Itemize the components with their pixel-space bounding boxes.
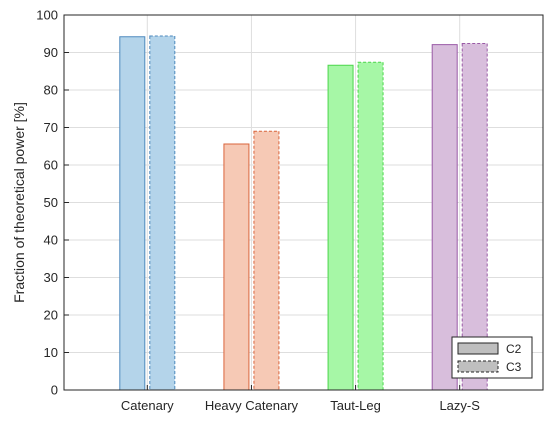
y-tick-label: 40: [44, 233, 58, 248]
y-axis-ticks: 0 10 20 30 40 50 60 70 80 90 100: [36, 8, 69, 398]
y-tick-label: 10: [44, 345, 58, 360]
bar-c2: [223, 143, 250, 391]
y-tick-label: 50: [44, 195, 58, 210]
legend-swatch-c2: [457, 342, 499, 355]
bar-c2: [431, 44, 458, 391]
y-tick-label: 20: [44, 308, 58, 323]
y-tick-label: 60: [44, 158, 58, 173]
bar-c2: [119, 36, 146, 391]
legend-label-c3: C3: [506, 360, 522, 374]
bar-c2: [327, 64, 354, 391]
y-tick-label: 90: [44, 45, 58, 60]
bar-c3: [149, 35, 176, 391]
bar-c3: [253, 130, 280, 391]
y-tick-label: 30: [44, 270, 58, 285]
legend-label-c2: C2: [506, 342, 522, 356]
legend-swatch-c3: [457, 360, 499, 373]
y-tick-label: 100: [36, 8, 58, 23]
y-tick-label: 80: [44, 83, 58, 98]
y-tick-label: 70: [44, 120, 58, 135]
y-tick-label: 0: [51, 383, 58, 398]
x-tick-label: Catenary: [121, 398, 174, 413]
bar-c3: [461, 43, 488, 391]
x-axis-ticks: Catenary Heavy Catenary Taut-Leg Lazy-S: [121, 385, 480, 413]
bars: [119, 35, 488, 391]
x-tick-label: Heavy Catenary: [205, 398, 299, 413]
x-tick-label: Lazy-S: [439, 398, 480, 413]
x-tick-label: Taut-Leg: [330, 398, 381, 413]
y-axis-label: Fraction of theoretical power [%]: [11, 102, 27, 303]
bar-c3: [357, 61, 384, 391]
